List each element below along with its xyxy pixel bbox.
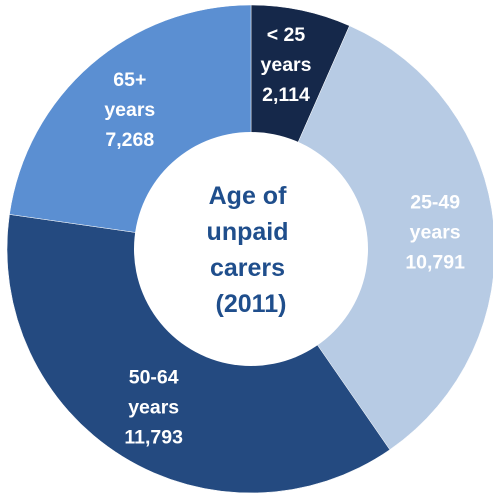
slice-25-49-years: [250, 25, 493, 451]
slice-label-line: 50-64: [129, 366, 179, 388]
slice-label-line: years: [410, 221, 461, 243]
slice-label: 25-49 years 10,791: [405, 191, 465, 273]
slice-label-line: 10,791: [405, 251, 465, 273]
slice-label-line: 25-49: [410, 191, 460, 213]
slice-label-line: years: [128, 396, 179, 418]
slice-label-line: 65+: [113, 69, 146, 91]
slice-label: 65+ years 7,268: [104, 69, 155, 151]
slice-label-line: < 25: [267, 24, 306, 46]
slice-label-line: 7,268: [105, 129, 154, 151]
chart-title-line: unpaid: [207, 218, 289, 246]
center-hole: [134, 132, 368, 366]
slice-labels-layer: < 25 years 2,114 25-49 years 10,791 50-64 years…: [104, 24, 465, 448]
slice-label: 50-64 years 11,793: [124, 366, 183, 448]
slice-label: < 25 years 2,114: [261, 24, 312, 106]
chart-title-line: Age of: [209, 182, 287, 210]
slice-label-line: years: [261, 54, 312, 76]
slice-label-line: 11,793: [124, 426, 183, 448]
slice-label-line: 2,114: [262, 84, 310, 106]
slice-50-64-years: [6, 214, 391, 493]
slice-label-line: years: [104, 99, 155, 121]
chart-title: Age of unpaid carers (2011): [207, 182, 296, 318]
chart-title-line: carers: [210, 254, 285, 282]
chart-title-line: (2011): [216, 290, 287, 318]
